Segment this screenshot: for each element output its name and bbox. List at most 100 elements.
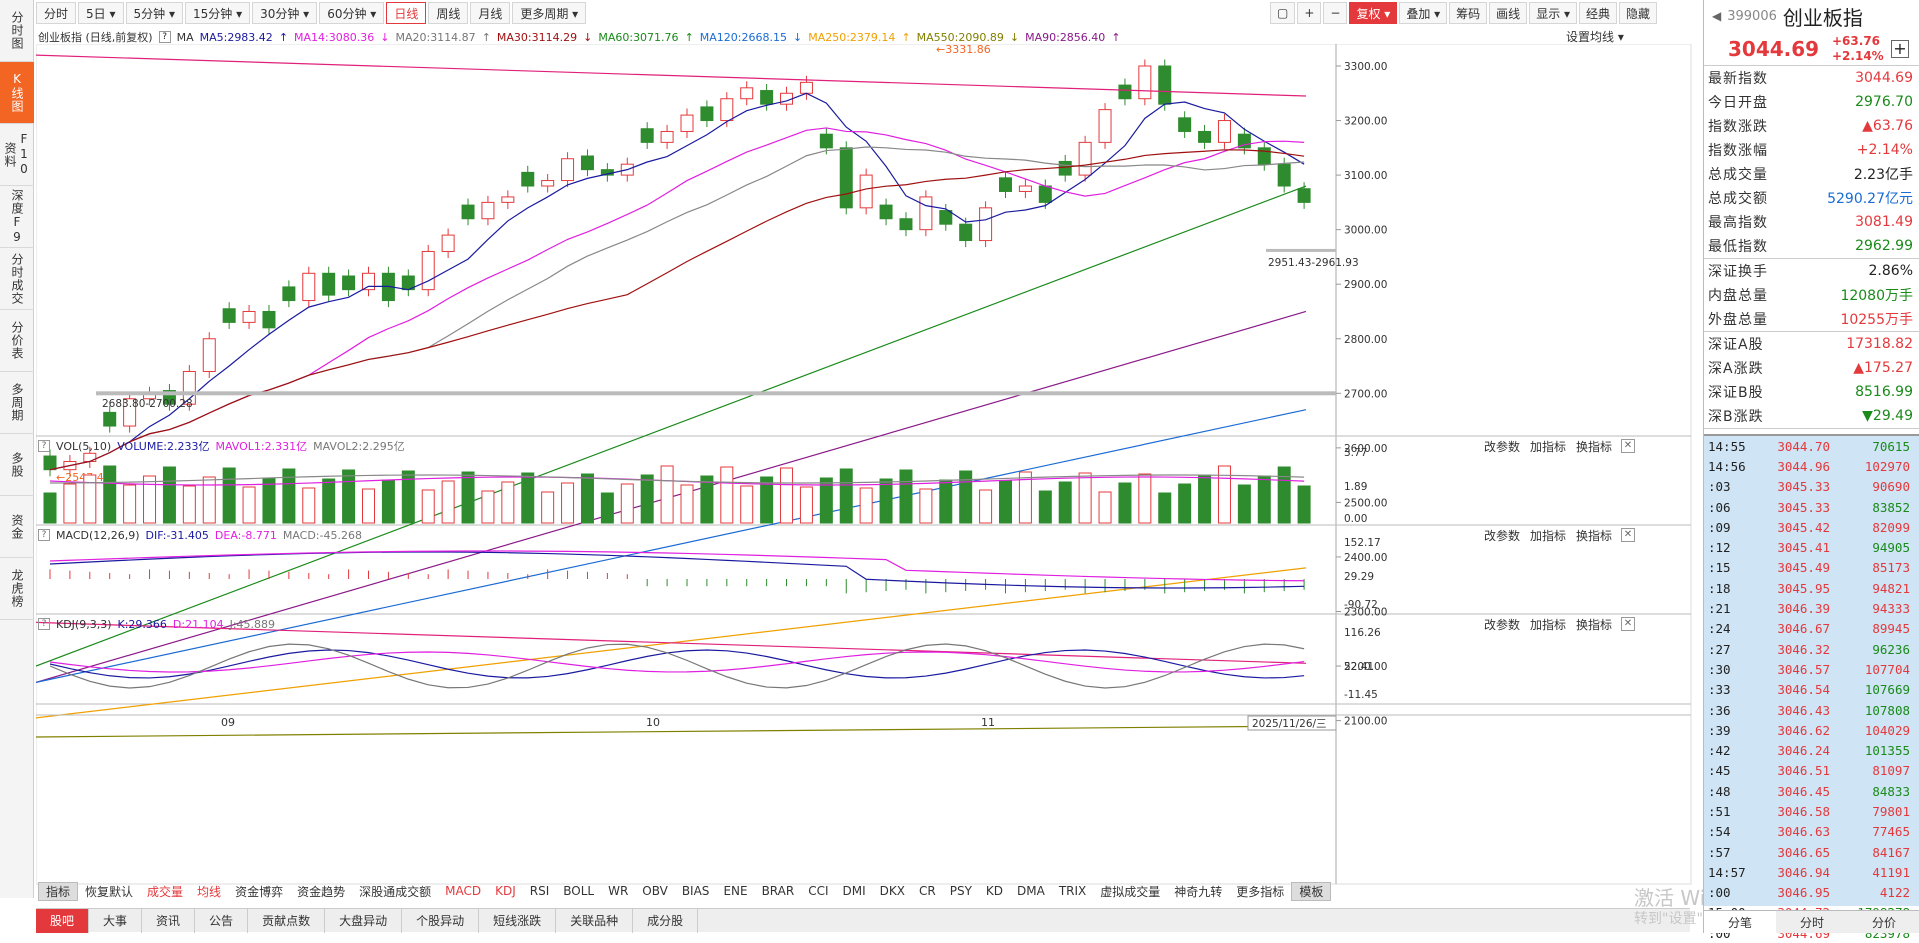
kline-chart[interactable]: 3300.00 3200.00 3100.00 3000.00 2900.00 2800.… bbox=[36, 44, 1696, 914]
period-tab-0[interactable]: 分时 bbox=[36, 2, 77, 24]
info-tab-9[interactable]: 成分股 bbox=[633, 908, 699, 933]
indicator-18[interactable]: DKX bbox=[879, 884, 905, 898]
close-icon[interactable]: ✕ bbox=[1621, 617, 1635, 631]
panel-action-0[interactable]: 改参数 bbox=[1484, 440, 1521, 454]
help-icon[interactable]: ? bbox=[158, 31, 171, 43]
info-tab-7[interactable]: 短线涨跌 bbox=[479, 908, 557, 933]
panel-action-2[interactable]: 换指标 bbox=[1576, 440, 1613, 454]
indicator-0[interactable]: 指标 bbox=[38, 881, 79, 901]
vtab-9[interactable]: 龙虎榜 bbox=[0, 558, 34, 620]
indicator-1[interactable]: 恢复默认 bbox=[85, 884, 134, 899]
info-tab-4[interactable]: 贡献点数 bbox=[248, 908, 326, 933]
tool-icon-0[interactable]: ▢ bbox=[1270, 2, 1296, 24]
price-tick: 2600.00 bbox=[1344, 443, 1387, 455]
panel-action-0[interactable]: 改参数 bbox=[1484, 529, 1521, 543]
indicator-21[interactable]: KD bbox=[985, 884, 1004, 898]
indicator-20[interactable]: PSY bbox=[949, 884, 972, 898]
panel-action-1[interactable]: 加指标 bbox=[1530, 529, 1567, 543]
add-watch-button[interactable]: + bbox=[1891, 40, 1909, 58]
help-icon[interactable]: ? bbox=[38, 618, 50, 630]
tool-icon-1[interactable]: + bbox=[1297, 2, 1322, 24]
tick-tab-2[interactable]: 分价 bbox=[1871, 915, 1896, 930]
info-tab-3[interactable]: 公告 bbox=[195, 908, 249, 933]
indicator-4[interactable]: 资金博弈 bbox=[235, 884, 284, 899]
indicator-24[interactable]: 虚拟成交量 bbox=[1100, 884, 1161, 899]
help-icon[interactable]: ? bbox=[38, 440, 50, 452]
panel-action-2[interactable]: 换指标 bbox=[1576, 618, 1613, 632]
indicator-14[interactable]: ENE bbox=[723, 884, 748, 898]
indicator-3[interactable]: 均线 bbox=[197, 884, 222, 899]
vtab-6[interactable]: 多周期 bbox=[0, 372, 34, 434]
tool-3[interactable]: 画线 bbox=[1489, 2, 1528, 24]
period-tab-2[interactable]: 5分钟 ▾ bbox=[125, 2, 183, 24]
date-tick: 10 bbox=[646, 716, 660, 729]
vtab-4[interactable]: 分时成交 bbox=[0, 248, 34, 310]
period-tab-7[interactable]: 周线 bbox=[428, 2, 469, 24]
period-tab-4[interactable]: 30分钟 ▾ bbox=[252, 2, 318, 24]
panel-action-1[interactable]: 加指标 bbox=[1530, 440, 1567, 454]
indicator-9[interactable]: RSI bbox=[529, 884, 550, 898]
indicator-11[interactable]: WR bbox=[608, 884, 629, 898]
close-icon[interactable]: ✕ bbox=[1621, 528, 1635, 542]
close-icon[interactable]: ✕ bbox=[1621, 439, 1635, 453]
indicator-5[interactable]: 资金趋势 bbox=[297, 884, 346, 899]
period-tab-3[interactable]: 15分钟 ▾ bbox=[184, 2, 251, 24]
vtab-7[interactable]: 多股 bbox=[0, 434, 34, 496]
tool-icon-2[interactable]: − bbox=[1323, 2, 1348, 24]
period-tab-9[interactable]: 更多周期 ▾ bbox=[512, 2, 587, 24]
panel-action-2[interactable]: 换指标 bbox=[1576, 529, 1613, 543]
info-tab-0[interactable]: 股吧 bbox=[36, 908, 90, 933]
indicator-12[interactable]: OBV bbox=[642, 884, 668, 898]
indicator-27[interactable]: 模板 bbox=[1291, 881, 1332, 901]
indicator-25[interactable]: 神奇九转 bbox=[1174, 884, 1223, 899]
period-tab-6[interactable]: 日线 bbox=[386, 2, 427, 24]
period-tab-8[interactable]: 月线 bbox=[470, 2, 511, 24]
period-tab-1[interactable]: 5日 ▾ bbox=[78, 2, 124, 24]
indicator-6[interactable]: 深股通成交额 bbox=[359, 884, 432, 899]
indicator-23[interactable]: TRIX bbox=[1058, 884, 1087, 898]
panel-actions-2: 改参数 加指标 换指标 bbox=[1484, 616, 1612, 632]
indicator-17[interactable]: DMI bbox=[842, 884, 866, 898]
tool-1[interactable]: 叠加 ▾ bbox=[1399, 2, 1448, 24]
panel-action-0[interactable]: 改参数 bbox=[1484, 618, 1521, 632]
high-label: ←3331.86 bbox=[936, 44, 991, 56]
vtab-1[interactable]: K线图 bbox=[0, 62, 34, 124]
indicator-8[interactable]: KDJ bbox=[495, 884, 516, 898]
indicator-7[interactable]: MACD bbox=[445, 884, 482, 898]
tick-tab-0[interactable]: 分笔 bbox=[1704, 911, 1776, 933]
date-box bbox=[1247, 715, 1337, 731]
vol-bar bbox=[819, 477, 833, 524]
info-tab-6[interactable]: 个股异动 bbox=[402, 908, 480, 933]
panel-action-1[interactable]: 加指标 bbox=[1530, 618, 1567, 632]
vtab-8[interactable]: 资金 bbox=[0, 496, 34, 558]
indicator-16[interactable]: CCI bbox=[808, 884, 829, 898]
tick-row: :24 3046.67 89945 bbox=[1704, 619, 1919, 639]
support-band bbox=[96, 391, 1336, 396]
info-tab-8[interactable]: 关联品种 bbox=[556, 908, 634, 933]
info-tab-1[interactable]: 大事 bbox=[89, 908, 143, 933]
period-tab-5[interactable]: 60分钟 ▾ bbox=[319, 2, 385, 24]
vol-bar bbox=[421, 489, 435, 524]
vtab-3[interactable]: 深度F9 bbox=[0, 186, 34, 248]
tool-6[interactable]: 隐藏 bbox=[1619, 2, 1658, 24]
prev-arrow-icon[interactable]: ◀ bbox=[1712, 9, 1722, 23]
indicator-22[interactable]: DMA bbox=[1017, 884, 1045, 898]
info-tab-5[interactable]: 大盘异动 bbox=[325, 908, 403, 933]
indicator-19[interactable]: CR bbox=[919, 884, 936, 898]
indicator-13[interactable]: BIAS bbox=[681, 884, 710, 898]
indicator-15[interactable]: BRAR bbox=[761, 884, 795, 898]
vtab-2[interactable]: F10资料 bbox=[0, 124, 34, 186]
indicator-2[interactable]: 成交量 bbox=[147, 884, 184, 899]
indicator-26[interactable]: 更多指标 bbox=[1236, 884, 1285, 899]
vtab-5[interactable]: 分价表 bbox=[0, 310, 34, 372]
tick-tab-1[interactable]: 分时 bbox=[1799, 915, 1824, 930]
tool-4[interactable]: 显示 ▾ bbox=[1529, 2, 1578, 24]
tool-0[interactable]: 复权 ▾ bbox=[1349, 2, 1398, 24]
help-icon[interactable]: ? bbox=[38, 529, 50, 541]
vtab-0[interactable]: 分时图 bbox=[0, 0, 34, 62]
set-ma-button[interactable]: 设置均线 ▾ bbox=[1566, 30, 1624, 44]
indicator-10[interactable]: BOLL bbox=[563, 884, 595, 898]
tool-5[interactable]: 经典 bbox=[1579, 2, 1618, 24]
tool-2[interactable]: 筹码 bbox=[1449, 2, 1488, 24]
info-tab-2[interactable]: 资讯 bbox=[142, 908, 196, 933]
